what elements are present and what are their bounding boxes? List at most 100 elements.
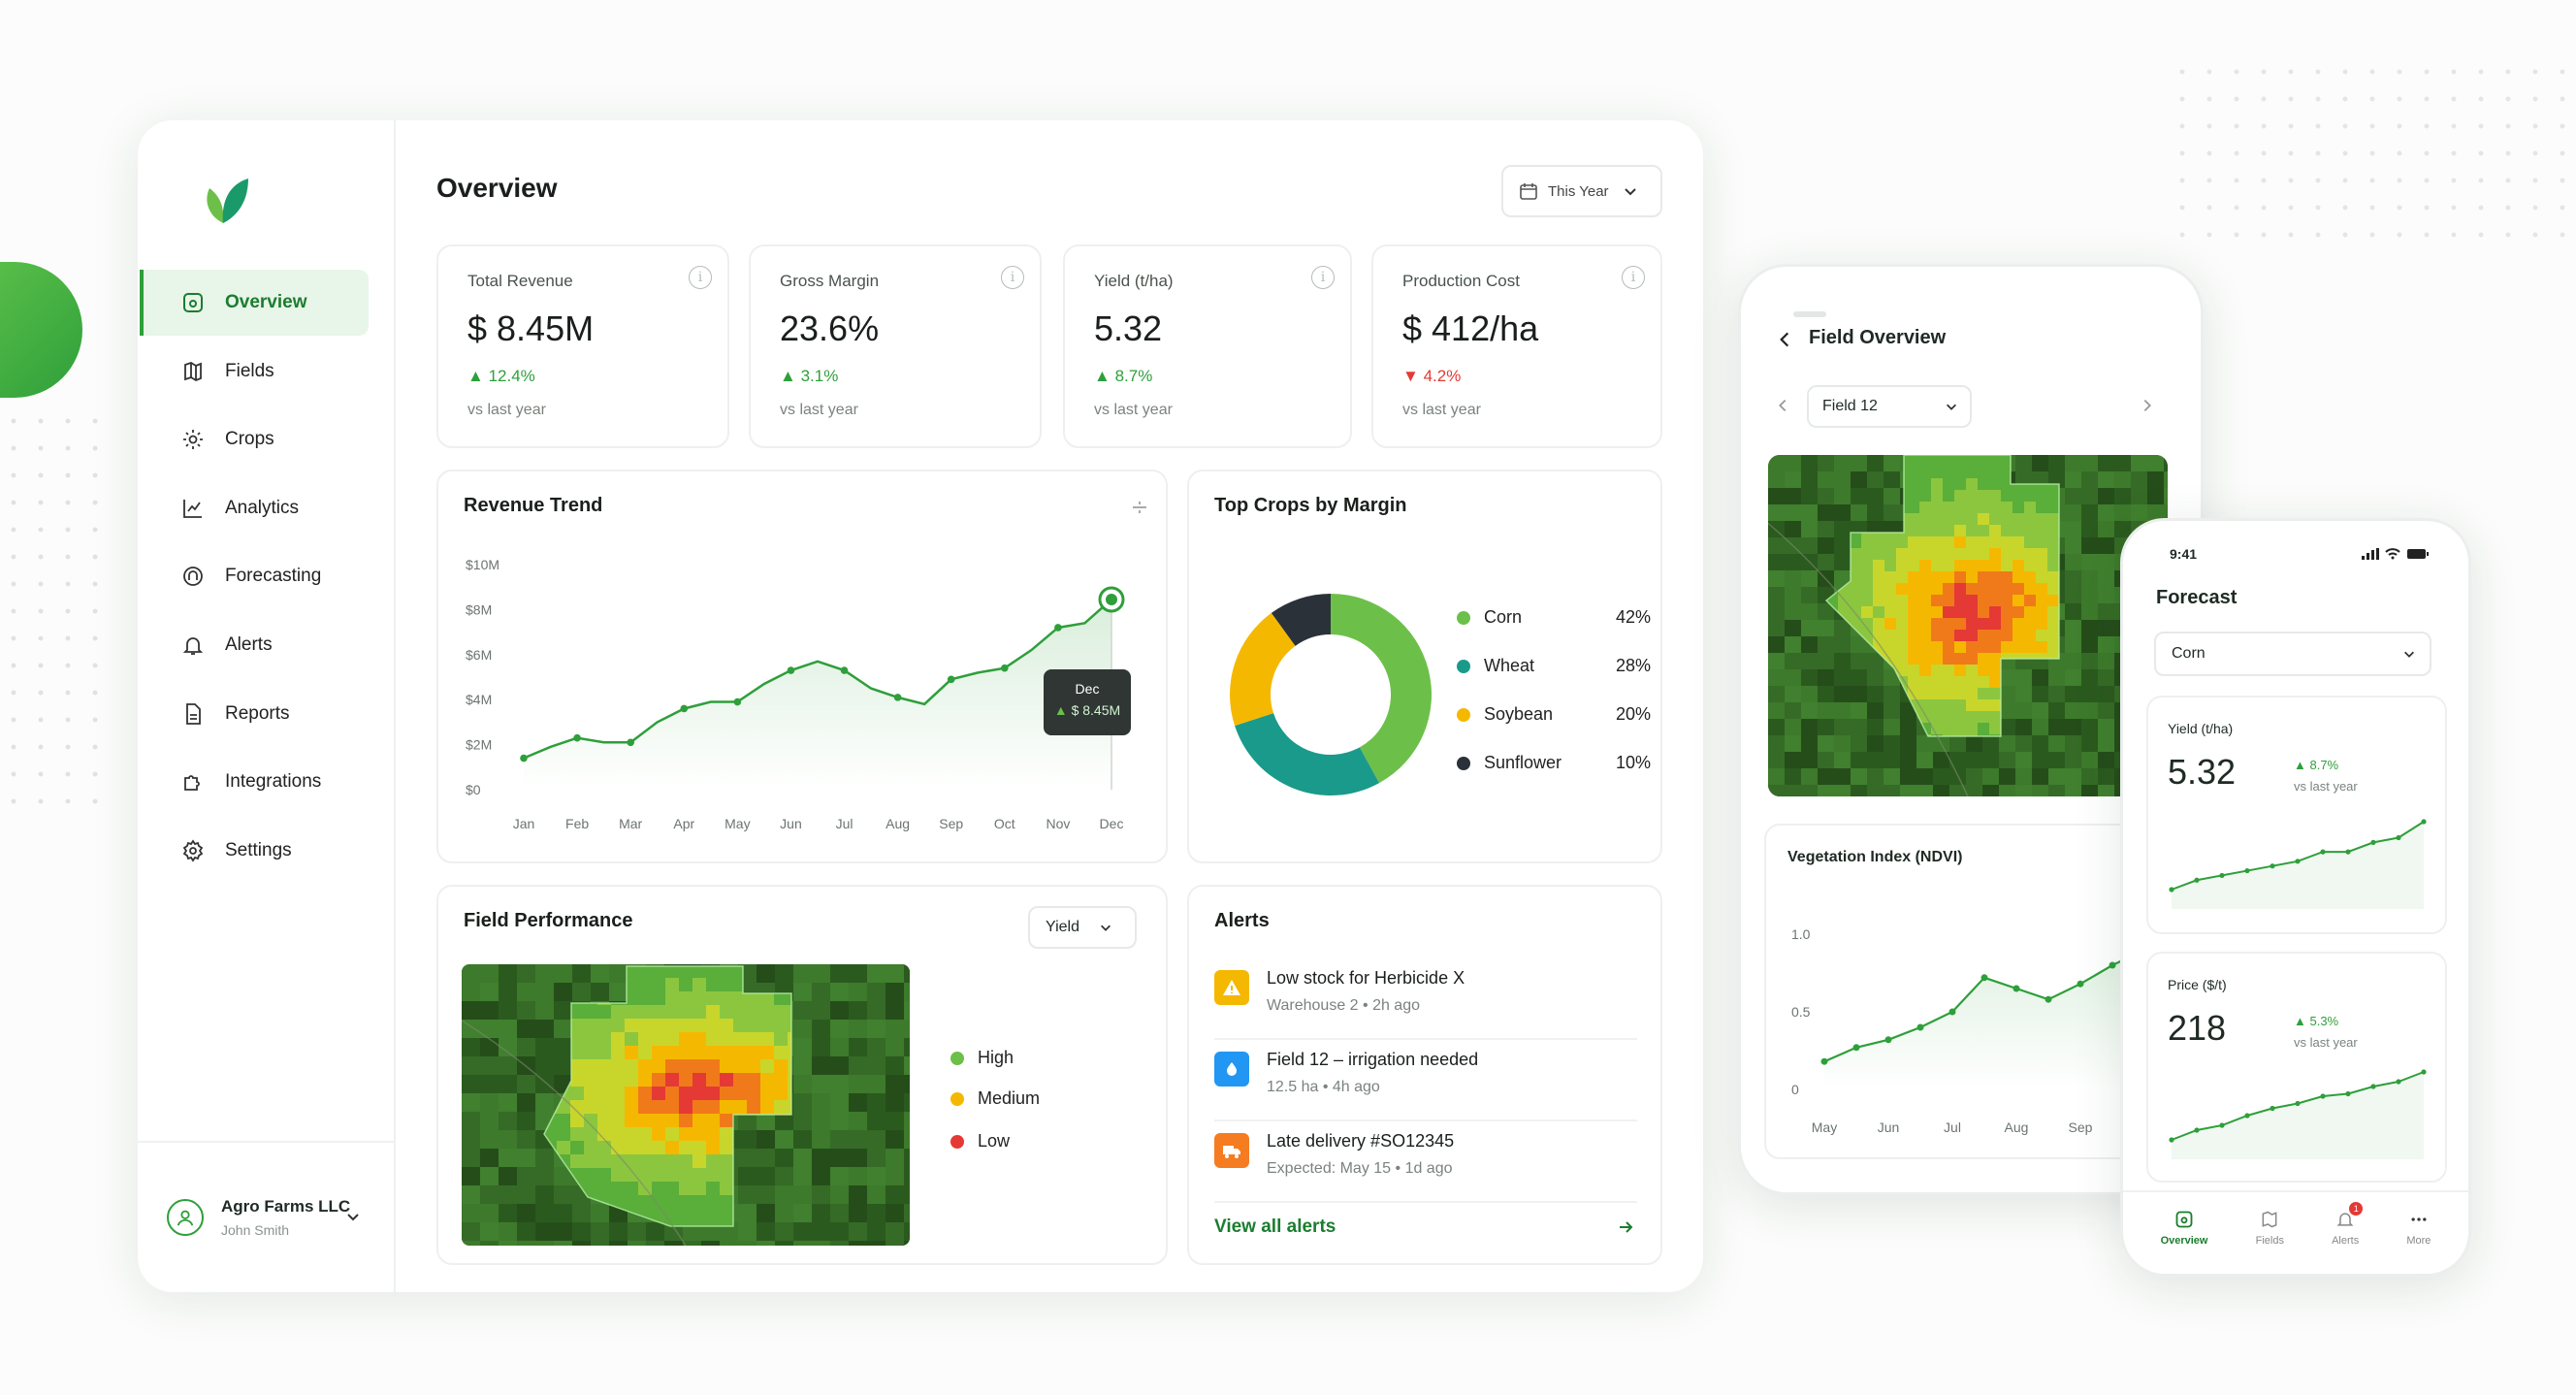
nav-item-settings[interactable]: Settings [140,818,369,884]
heat-cell [1919,502,1932,514]
heat-cell [679,1141,693,1155]
heat-cell [1919,467,1932,479]
heat-cell [1919,490,1932,503]
field-heatmap[interactable] [462,964,910,1246]
heat-cell [597,1059,612,1074]
tab-more[interactable]: More [2406,1192,2431,1274]
x-tick-label: May [1812,1119,1837,1135]
satellite-tile [867,1112,886,1130]
heat-cell [733,1046,748,1060]
satellite-tile [757,1167,775,1185]
info-icon[interactable]: i [689,266,712,289]
info-icon[interactable]: i [1622,266,1645,289]
satellite-tile [1768,636,1785,653]
field-satellite-heatmap[interactable] [1768,455,2168,796]
heat-cell [1943,723,1955,735]
nav-item-analytics[interactable]: Analytics [140,475,369,541]
nav-item-integrations[interactable]: Integrations [140,749,369,815]
satellite-tile [830,1112,849,1130]
account-switcher[interactable]: Agro Farms LLC John Smith [138,1141,394,1292]
kpi-label: Total Revenue [467,272,573,290]
nav-item-crops[interactable]: Crops [140,406,369,472]
field-select[interactable]: Field 12 [1807,385,1972,428]
heat-cell [2047,560,2059,572]
info-icon[interactable]: i [1001,266,1024,289]
satellite-tile [904,1204,910,1222]
alert-item[interactable]: Low stock for Herbicide X Warehouse 2 • … [1214,958,1637,1040]
legend-dot [1457,756,1470,770]
sparkline-point [2169,1137,2174,1143]
metric-select[interactable]: Yield [1028,906,1137,949]
chevron-left-icon[interactable] [1774,397,1791,414]
kpi-card-yield: Yield (t/ha) i 5.32 ▲ 8.7% vs last year [1063,244,1352,448]
heat-cell [1861,606,1874,619]
satellite-tile [517,1130,535,1149]
alert-item[interactable]: Late delivery #SO12345 Expected: May 15 … [1214,1121,1637,1203]
satellite-tile [480,964,499,983]
satellite-tile [1768,785,1785,796]
heat-cell [625,1005,639,1020]
ndvi-title: Vegetation Index (NDVI) [1787,849,1963,865]
satellite-tile [1768,455,1785,471]
heat-cell [625,1168,639,1183]
heat-cell [2001,630,2013,642]
satellite-tile [2032,785,2048,796]
tab-overview[interactable]: Overview [2161,1192,2207,1274]
nav-item-overview[interactable]: Overview [140,270,369,336]
nav-item-reports[interactable]: Reports [140,681,369,747]
tab-fields[interactable]: Fields [2256,1192,2284,1274]
heat-cell [679,1005,693,1020]
satellite-tile [1999,702,2015,719]
heat-cell [597,1032,612,1047]
tab-alerts[interactable]: 1 Alerts [2332,1192,2364,1274]
nav-item-fields[interactable]: Fields [140,339,369,405]
more-options-icon[interactable] [1129,497,1150,518]
more-dots-icon [2411,1217,2427,1221]
heat-cell [2036,606,2048,619]
heat-cell [1989,513,2002,526]
satellite-tile [554,1038,572,1056]
crop-select[interactable]: Corn [2154,632,2431,676]
heat-cell [692,1032,707,1047]
heat-cell [1861,571,1874,584]
kpi-card-gross-margin: Gross Margin i 23.6% ▲ 3.1% vs last year [749,244,1042,448]
heat-cell [652,1005,666,1020]
satellite-tile [1785,521,1801,537]
chevron-right-icon[interactable] [2139,397,2156,414]
satellite-tile [1949,785,1966,796]
satellite-tile [738,1241,757,1246]
heat-cell [2036,560,2048,572]
heat-cell [1943,734,1955,736]
heat-cell [1989,536,2002,549]
nav-item-forecasting[interactable]: Forecasting [140,543,369,609]
heat-cell [706,1114,721,1128]
satellite-tile [1785,686,1801,702]
heat-cell [679,1059,693,1074]
info-icon[interactable]: i [1311,266,1335,289]
heat-cell [1989,723,2002,735]
tab-label: More [2406,1235,2431,1247]
heat-cell [1943,630,1955,642]
satellite-tile [609,964,628,983]
nav-item-alerts[interactable]: Alerts [140,612,369,678]
satellite-tile [480,1241,499,1246]
date-range-select[interactable]: This Year [1501,165,1662,217]
satellite-tile [2098,752,2114,768]
satellite-tile [1768,768,1785,785]
view-all-alerts-link[interactable]: View all alerts [1214,1217,1635,1238]
heat-cell [720,1222,734,1226]
satellite-tile [1949,735,1966,752]
alert-item[interactable]: Field 12 – irrigation needed 12.5 ha • 4… [1214,1040,1637,1121]
chevron-down-icon [2404,651,2414,658]
satellite-tile [793,1149,812,1167]
satellite-tile [1785,488,1801,504]
satellite-tile [1834,620,1851,636]
back-arrow-icon[interactable] [1774,329,1795,350]
heat-cell [1966,688,1979,700]
heat-cell [2036,630,2048,642]
satellite-tile [886,1093,904,1112]
heat-cell [1908,571,1920,584]
heat-cell [611,1019,626,1033]
yield-sparkline [2169,819,2427,909]
heat-cell [1978,606,1990,619]
